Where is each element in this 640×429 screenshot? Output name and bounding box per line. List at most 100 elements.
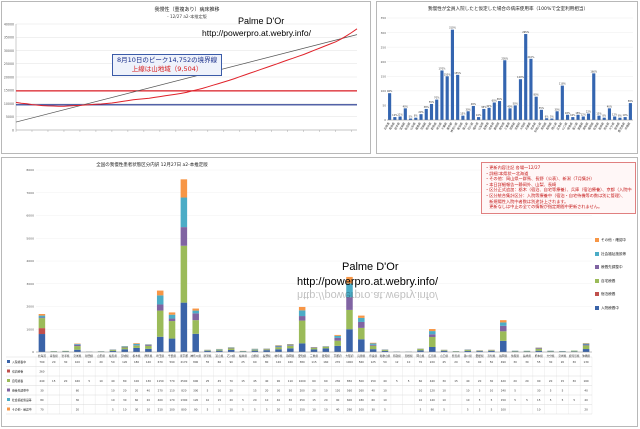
table-cell: 60: [76, 389, 80, 393]
table-cell: 20: [289, 408, 293, 412]
table-cell: 90: [277, 379, 281, 383]
table-cell: 20: [99, 360, 103, 364]
data-label: 40%: [607, 105, 613, 108]
data-label: 58%: [628, 100, 634, 103]
table-cell: 70: [419, 360, 423, 364]
table-cell: 110: [169, 389, 174, 393]
table-cell: 160: [288, 360, 293, 364]
x-tick-label: 富山県: [461, 121, 469, 130]
stacked-bar-segment: [523, 351, 531, 352]
stacked-bar-segment: [535, 350, 543, 352]
table-cell: 120: [276, 360, 281, 364]
table-cell: 60: [135, 398, 139, 402]
stacked-bar-segment: [358, 315, 365, 318]
x-tick-label: 沖縄県: [624, 121, 632, 130]
trend-chart-subtitle: - 12/27 a2-本推定版: [167, 13, 208, 20]
x-tick-label: 佐賀県: [511, 354, 519, 358]
table-cell: 40: [478, 360, 482, 364]
table-cell: 560: [347, 389, 352, 393]
x-tick-label: 大分県: [547, 354, 555, 358]
trend-line: [15, 34, 358, 123]
table-cell: 55: [537, 360, 541, 364]
y-tick-label: 200: [381, 60, 387, 64]
table-cell: 2170: [180, 360, 187, 364]
table-cell: 5: [443, 408, 445, 412]
table-cell: 40: [383, 379, 387, 383]
table-cell: 40: [147, 389, 151, 393]
table-cell: 10: [407, 360, 411, 364]
data-label: 80%: [534, 94, 540, 97]
y-tick-label: 100: [381, 89, 387, 93]
table-cell: 30: [135, 408, 139, 412]
bar: [618, 117, 622, 120]
x-tick-label: 長野県: [263, 354, 271, 358]
note-line: ・区分統合集計区分：入院等療養中（宿泊・自宅待機等の数は別に管理）、: [485, 192, 626, 198]
table-cell: 90: [229, 360, 233, 364]
table-cell: 400: [158, 398, 163, 402]
table-cell: 5: [573, 398, 575, 402]
table-row-swatch: [7, 388, 10, 392]
data-label: 5%: [550, 116, 555, 119]
x-tick-label: 千葉県: [168, 354, 176, 358]
stacked-bar-segment: [121, 347, 128, 350]
table-cell: 30: [371, 408, 375, 412]
stacked-bar-segment: [156, 295, 164, 305]
stacked-bar-segment: [369, 349, 377, 352]
data-label: 205%: [501, 57, 509, 60]
x-tick-label: 富山県: [215, 354, 223, 358]
table-cell: 40: [584, 389, 588, 393]
stacked-bar-segment: [74, 344, 81, 347]
stacked-bar-segment: [346, 329, 353, 352]
stacked-bar-segment: [334, 337, 341, 341]
bar: [613, 116, 617, 120]
table-cell: 60: [371, 398, 375, 402]
table-cell: 15: [52, 379, 56, 383]
stacked-bar-segment: [358, 317, 365, 322]
data-label: 35%: [539, 107, 545, 110]
table-cell: 180: [134, 360, 139, 364]
table-cell: 10: [419, 398, 423, 402]
note-line: ・詳細:本県状～北海道: [485, 170, 529, 176]
data-label: 50%: [513, 102, 519, 105]
table-cell: 30: [289, 389, 293, 393]
stacked-bar-segment: [275, 346, 282, 348]
x-tick-label: 福井県: [472, 121, 480, 130]
stacked-bar-segment: [535, 348, 543, 351]
y-tick-label: 30000: [4, 49, 14, 53]
table-cell: 80: [265, 360, 269, 364]
table-cell: 10: [442, 389, 446, 393]
table-cell: 90: [194, 408, 198, 412]
stacked-bar-segment: [133, 343, 140, 344]
bar: [471, 106, 475, 120]
stacked-bar-segment: [500, 331, 507, 341]
x-tick-label: 石川県: [227, 354, 235, 358]
data-label: 210%: [528, 56, 536, 59]
x-tick-label: 静岡県: [286, 354, 294, 358]
table-cell: 210: [158, 408, 163, 412]
bar: [513, 105, 517, 120]
table-cell: 5: [254, 408, 256, 412]
stacked-bar-segment: [310, 349, 318, 352]
note-line: ・本日詳細報告～静岡外、山梨、長崎: [485, 181, 557, 187]
table-cell: 10: [442, 398, 446, 402]
bar: [456, 74, 460, 120]
stacked-bar-segment: [156, 310, 164, 337]
table-cell: 800: [193, 360, 198, 364]
bar: [435, 99, 439, 120]
table-cell: 15: [312, 398, 316, 402]
table-cell: 40: [111, 379, 115, 383]
stacked-bar-segment: [298, 306, 306, 311]
watermark-url: http://powerpro.at.webry.info/: [202, 28, 311, 38]
table-cell: 5: [526, 398, 528, 402]
y-tick-label: 20000: [4, 75, 14, 79]
table-row-swatch: [7, 369, 10, 373]
data-label: 295%: [522, 31, 530, 34]
table-cell: 440: [39, 379, 44, 383]
data-label: 310%: [449, 27, 457, 30]
x-tick-label: 北海道: [383, 121, 391, 130]
x-tick-label: 青森県: [388, 121, 396, 130]
table-cell: 10: [324, 408, 328, 412]
table-cell: 20: [64, 379, 68, 383]
stacked-bar-segment: [133, 343, 140, 346]
table-cell: 70: [229, 379, 233, 383]
